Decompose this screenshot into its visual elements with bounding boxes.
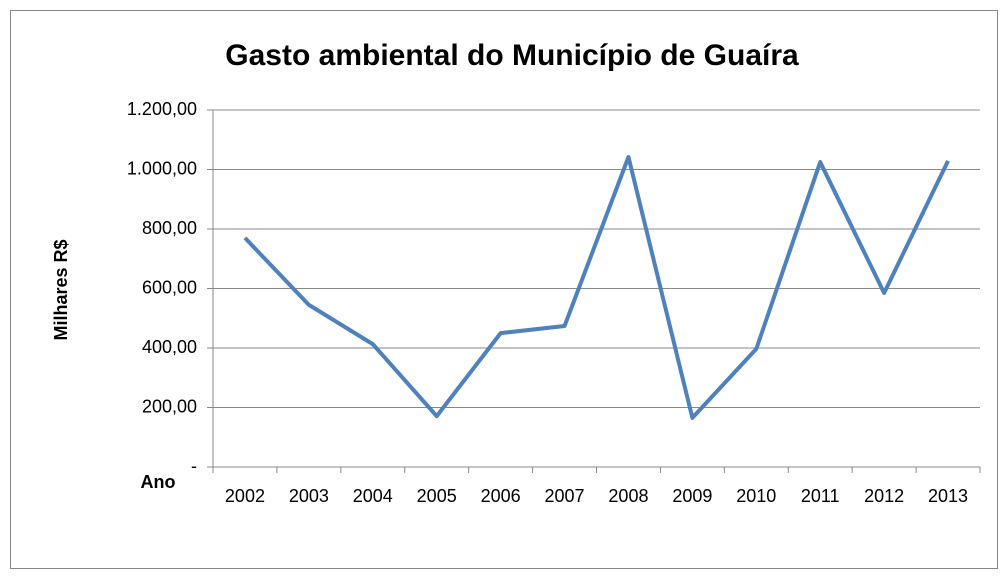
x-tick-label: 2013	[928, 486, 968, 506]
y-tick-label: 1.000,00	[127, 158, 197, 178]
y-tick-label: 400,00	[142, 337, 197, 357]
x-tick-label: 2005	[417, 486, 457, 506]
chart-title: Gasto ambiental do Município de Guaíra	[225, 39, 799, 72]
y-tick-label: 200,00	[142, 396, 197, 416]
data-line	[243, 155, 950, 420]
x-tick-label: 2009	[672, 486, 712, 506]
x-tick-label: 2007	[545, 486, 585, 506]
y-tick-label: 600,00	[142, 277, 197, 297]
x-tick-label: 2011	[801, 486, 840, 506]
y-tick-label: -	[191, 456, 197, 476]
y-tick-label: 1.200,00	[127, 99, 197, 119]
x-axis-label: Ano	[141, 472, 176, 492]
y-axis-label: Milhares R$	[51, 239, 71, 340]
y-tick-label: 800,00	[142, 218, 197, 238]
x-tick-label: 2010	[736, 486, 776, 506]
chart-border	[10, 10, 998, 569]
x-tick-label: 2003	[289, 486, 329, 506]
x-tick-label: 2008	[608, 486, 648, 506]
x-tick-label: 2002	[225, 486, 265, 506]
x-tick-label: 2006	[481, 486, 521, 506]
x-tick-label: 2004	[353, 486, 393, 506]
x-tick-label: 2012	[864, 486, 904, 506]
